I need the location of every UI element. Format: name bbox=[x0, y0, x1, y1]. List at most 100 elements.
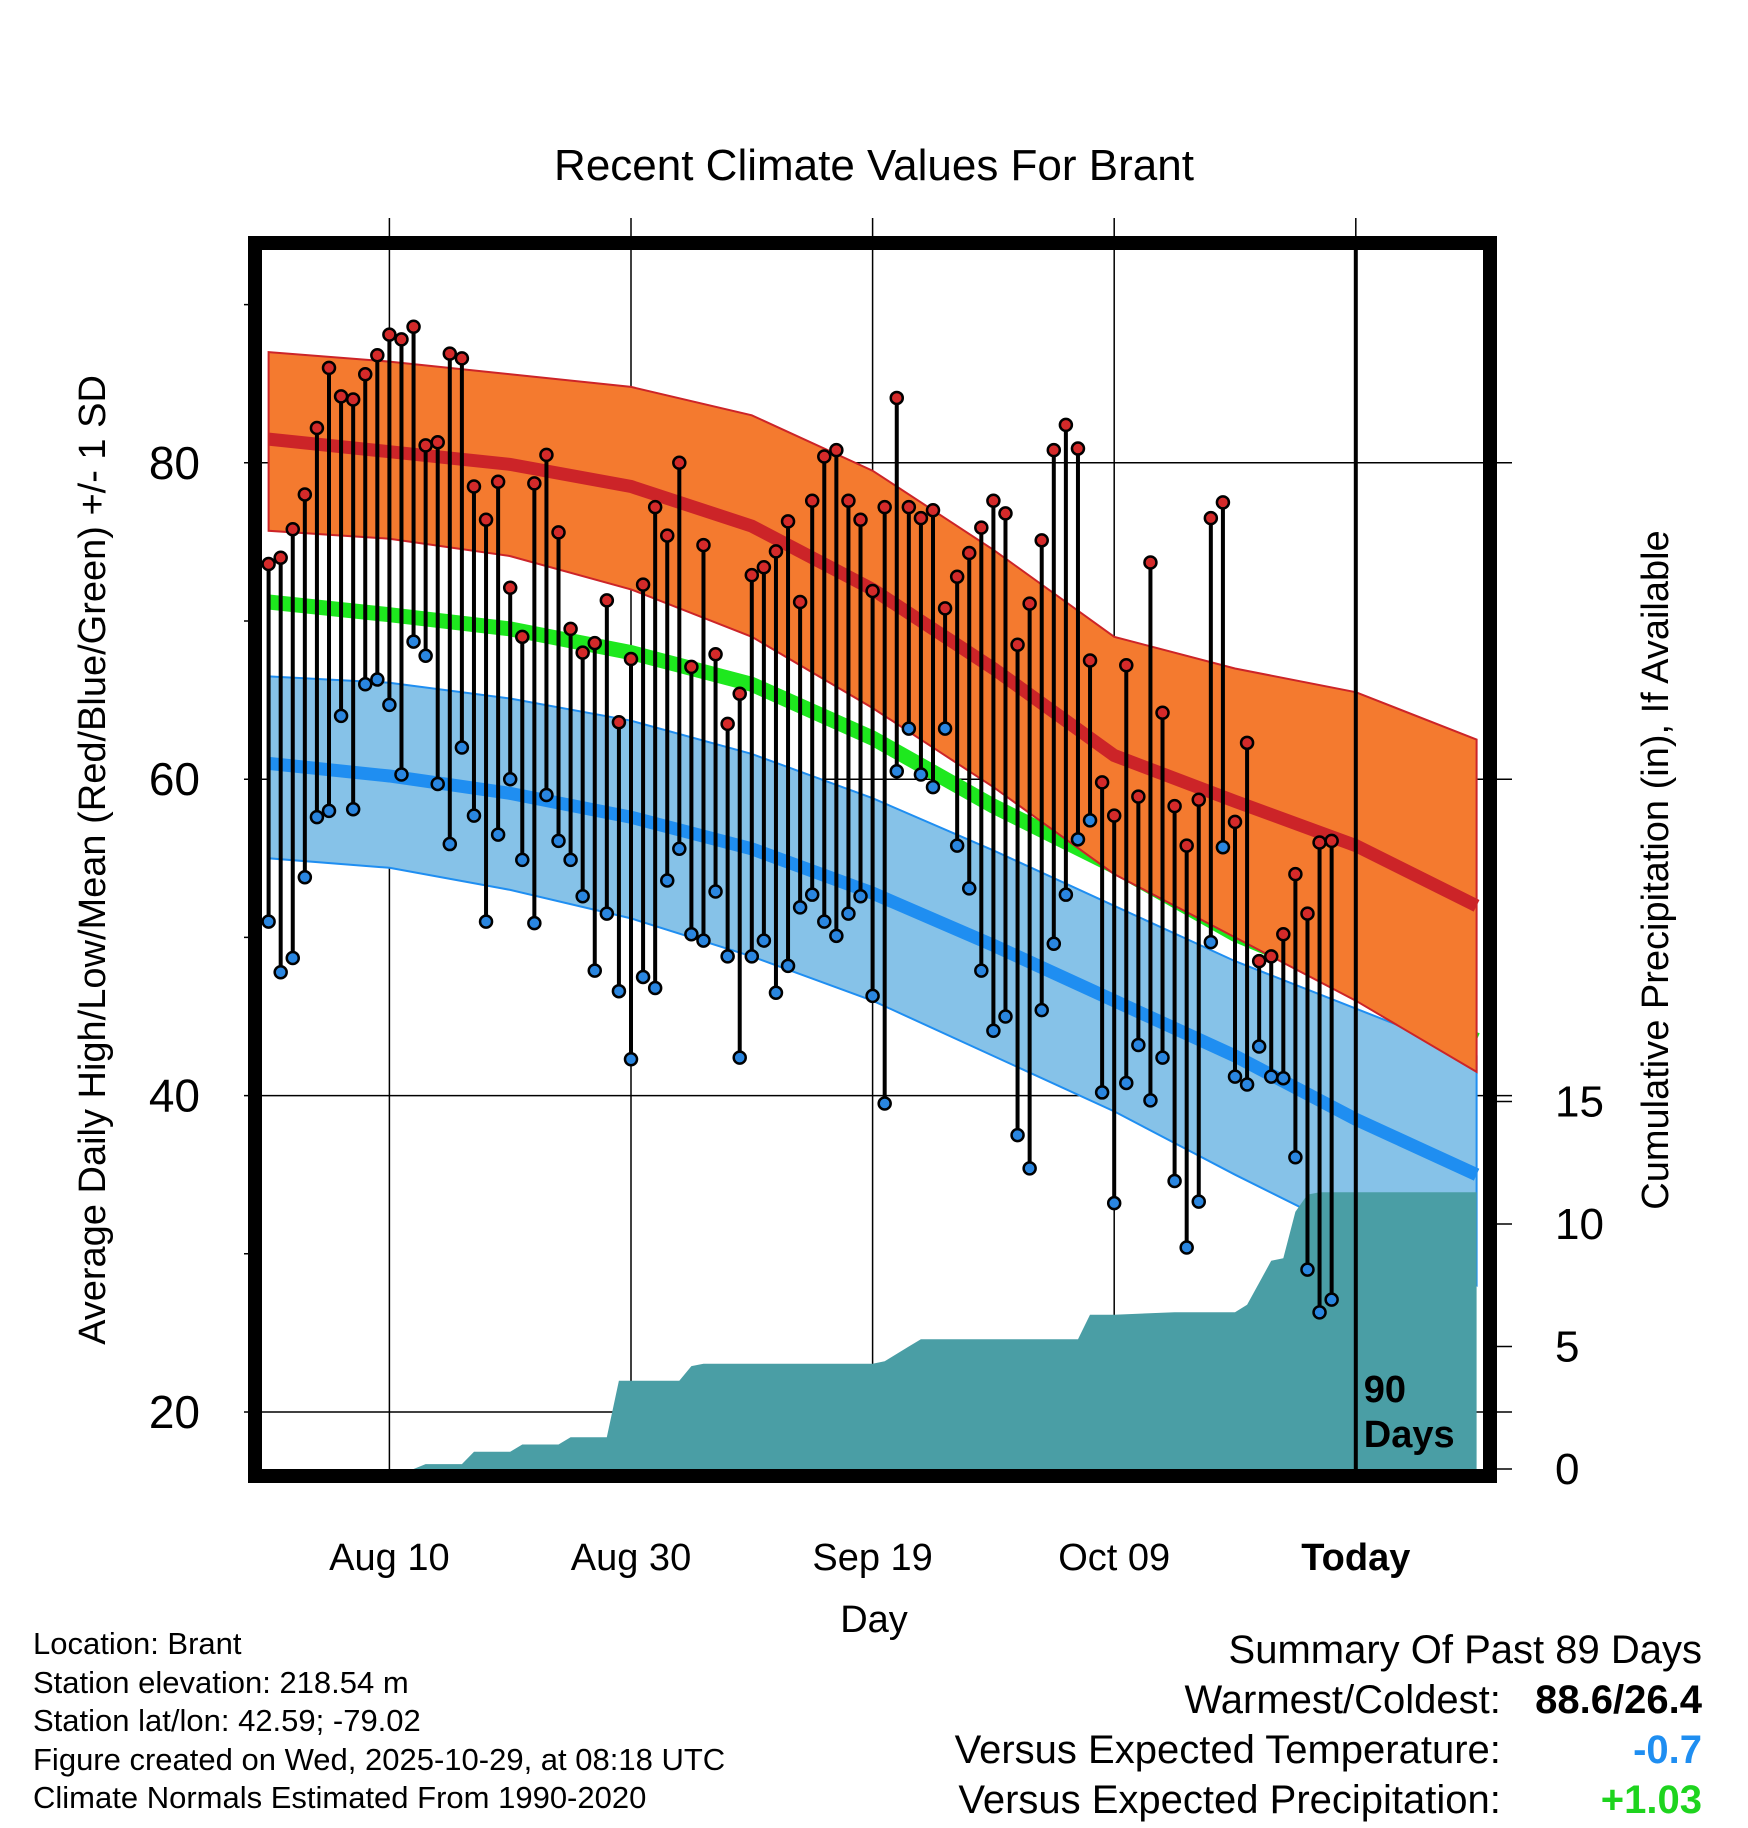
daily-high-point bbox=[937, 601, 953, 616]
daily-high-point bbox=[1324, 833, 1339, 849]
daily-high-point bbox=[382, 327, 397, 342]
chart-title: Recent Climate Values For Brant bbox=[554, 141, 1194, 190]
daily-high-point bbox=[611, 714, 627, 730]
daily-high-point bbox=[1082, 653, 1098, 668]
daily-high-point bbox=[696, 537, 711, 553]
daily-low-point bbox=[297, 870, 313, 885]
daily-high-point bbox=[829, 442, 844, 458]
today-marker-label-text: Days bbox=[1364, 1414, 1455, 1456]
daily-high-point bbox=[877, 499, 892, 515]
daily-low-point bbox=[949, 838, 965, 853]
daily-low-point bbox=[357, 677, 373, 692]
daily-low-point bbox=[527, 915, 542, 931]
precip-label: Versus Expected Precipitation: bbox=[958, 1778, 1501, 1822]
daily-low-point bbox=[696, 933, 711, 948]
daily-high-point bbox=[901, 499, 917, 515]
daily-low-point bbox=[961, 881, 977, 896]
daily-low-point bbox=[273, 964, 288, 980]
daily-low-point bbox=[262, 914, 276, 929]
daily-low-point bbox=[792, 900, 808, 915]
daily-low-point bbox=[744, 949, 760, 964]
daily-low-point bbox=[502, 771, 518, 787]
daily-low-point bbox=[937, 721, 953, 736]
daily-high-point bbox=[478, 512, 494, 528]
daily-high-point bbox=[1106, 808, 1122, 823]
daily-high-point bbox=[792, 594, 808, 610]
daily-high-point bbox=[817, 449, 832, 464]
daily-high-point bbox=[539, 447, 554, 463]
daily-low-point bbox=[1288, 1150, 1303, 1165]
x-tick-label: Sep 19 bbox=[812, 1537, 932, 1579]
daily-low-point bbox=[611, 983, 627, 999]
daily-low-point bbox=[466, 808, 482, 823]
daily-high-point bbox=[466, 479, 482, 494]
daily-low-point bbox=[889, 764, 905, 779]
daily-low-point bbox=[442, 836, 458, 852]
cumulative-precip-area bbox=[268, 1192, 1477, 1469]
daily-high-point bbox=[961, 545, 977, 561]
daily-low-point bbox=[1106, 1195, 1122, 1211]
daily-high-point bbox=[804, 493, 820, 509]
daily-high-point bbox=[732, 686, 747, 702]
daily-high-point bbox=[273, 550, 288, 565]
daily-low-point bbox=[1179, 1240, 1194, 1255]
daily-high-point bbox=[1058, 417, 1074, 433]
daily-high-point bbox=[768, 544, 784, 559]
daily-high-point bbox=[1022, 596, 1037, 611]
temp-label: Versus Expected Temperature: bbox=[954, 1728, 1501, 1772]
daily-low-point bbox=[1094, 1085, 1110, 1100]
daily-low-point bbox=[599, 906, 615, 921]
daily-high-point bbox=[394, 332, 409, 347]
daily-high-point bbox=[744, 567, 760, 583]
daily-low-point bbox=[382, 697, 397, 713]
daily-low-point bbox=[672, 841, 687, 857]
y-tick-label: 60 bbox=[149, 753, 200, 805]
daily-low-point bbox=[635, 969, 651, 985]
y2-tick-label: 0 bbox=[1555, 1445, 1579, 1494]
location-text: Location: Brant bbox=[33, 1626, 242, 1661]
daily-low-point bbox=[490, 827, 506, 842]
daily-low-point bbox=[877, 1096, 892, 1111]
daily-low-point bbox=[1058, 887, 1074, 902]
daily-low-point bbox=[780, 958, 796, 974]
y-tick-label: 20 bbox=[149, 1386, 200, 1438]
daily-high-point bbox=[1131, 789, 1146, 804]
daily-high-point bbox=[635, 577, 651, 592]
daily-low-point bbox=[1191, 1194, 1207, 1209]
daily-low-point bbox=[551, 833, 566, 849]
warm-cold-value: 88.6/26.4 bbox=[1535, 1678, 1702, 1722]
daily-high-point bbox=[1119, 658, 1134, 673]
station-info: Location: Brant Station elevation: 218.5… bbox=[33, 1625, 725, 1818]
daily-low-point bbox=[1227, 1069, 1243, 1084]
daily-low-point bbox=[684, 926, 699, 942]
daily-low-point bbox=[539, 787, 554, 803]
daily-low-point bbox=[309, 809, 325, 825]
daily-low-point bbox=[829, 928, 844, 944]
daily-low-point bbox=[1119, 1075, 1134, 1091]
summary-panel: Summary Of Past 89 Days Warmest/Coldest:… bbox=[955, 1625, 1702, 1825]
x-tick-label: Aug 10 bbox=[329, 1537, 449, 1579]
daily-low-point bbox=[623, 1051, 639, 1067]
daily-low-point bbox=[478, 914, 494, 929]
y2-tick-label: 15 bbox=[1555, 1078, 1604, 1127]
daily-low-point bbox=[974, 963, 989, 978]
daily-low-point bbox=[515, 852, 530, 868]
daily-low-point bbox=[430, 776, 445, 792]
daily-high-point bbox=[599, 593, 615, 608]
daily-high-point bbox=[647, 499, 663, 515]
daily-high-point bbox=[587, 635, 603, 651]
daily-low-point bbox=[1034, 1002, 1049, 1018]
daily-high-point bbox=[684, 659, 699, 675]
daily-low-point bbox=[865, 988, 880, 1004]
x-tick-label: Aug 30 bbox=[571, 1537, 691, 1579]
daily-low-point bbox=[817, 914, 832, 929]
daily-low-point bbox=[647, 980, 663, 996]
precip-row: Versus Expected Precipitation: +1.03 bbox=[955, 1775, 1702, 1825]
daily-high-point bbox=[309, 420, 325, 436]
daily-high-point bbox=[333, 389, 349, 404]
daily-high-point bbox=[1167, 798, 1182, 814]
daily-high-point bbox=[1251, 953, 1267, 969]
daily-low-point bbox=[986, 1023, 1001, 1038]
daily-high-point bbox=[1094, 775, 1110, 790]
